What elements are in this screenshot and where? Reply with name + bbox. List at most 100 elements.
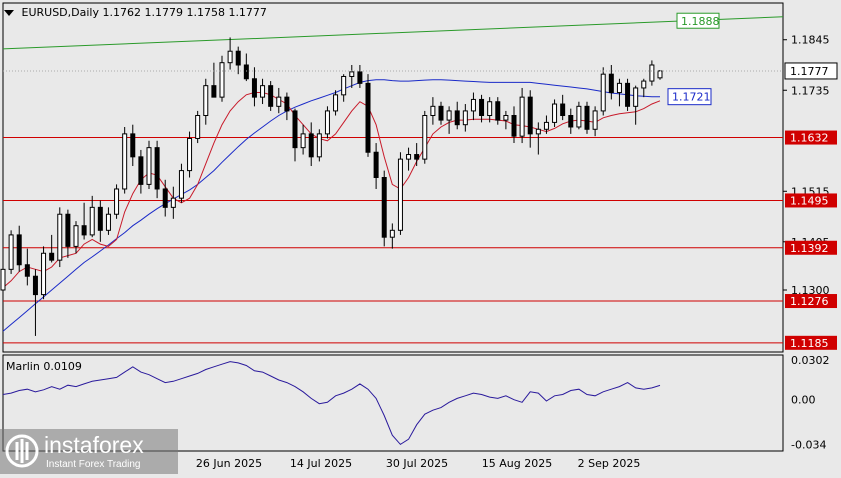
candle-body: [138, 156, 144, 185]
candle-body: [487, 101, 493, 117]
y-tick-label: 1.1300: [791, 284, 830, 297]
candle-body: [503, 115, 509, 121]
candle-body: [195, 115, 201, 139]
x-tick-label: 14 Jul 2025: [290, 457, 352, 470]
candle-body: [211, 85, 217, 98]
level-price-label: 1.1392: [790, 242, 829, 255]
candle-body: [333, 94, 339, 112]
candle-body: [219, 62, 225, 98]
candle-body: [154, 147, 160, 190]
candle-body: [470, 98, 476, 112]
candle-body: [284, 96, 290, 112]
x-tick-label: 30 Jul 2025: [386, 457, 448, 470]
candle-body: [527, 96, 533, 135]
candle-body: [8, 234, 14, 270]
ma-price-tag: [667, 88, 712, 106]
current-price-tag: [784, 62, 838, 80]
current-price-label: 1.1777: [790, 65, 829, 78]
candle-body: [300, 133, 306, 149]
candle-body: [162, 188, 168, 208]
candle-body: [600, 73, 606, 112]
candle-body: [341, 75, 347, 96]
candle-body: [65, 213, 71, 247]
candle-body: [97, 206, 103, 231]
candle-body: [535, 128, 541, 135]
candle-body: [641, 80, 647, 89]
candle-body: [357, 71, 363, 84]
candle-body: [81, 225, 87, 236]
candle-body: [49, 252, 55, 261]
main-panel-frame: [2, 2, 784, 353]
trendline-price-label: 1.1888: [681, 15, 720, 28]
candle-body: [16, 234, 22, 266]
candle-body: [308, 133, 314, 158]
chart-title: EURUSD,Daily 1.1762 1.1779 1.1758 1.1777: [4, 6, 267, 19]
candle-body: [454, 110, 460, 126]
candle-body: [292, 110, 298, 149]
slow-moving-average-line: [2, 79, 660, 332]
dropdown-arrow-icon[interactable]: [4, 10, 14, 16]
candle-body: [389, 229, 395, 238]
candle-body: [178, 170, 184, 199]
candle-body: [251, 78, 257, 98]
logo-name: instaforex: [44, 432, 144, 458]
candle-body: [422, 115, 428, 160]
x-tick-label: 26 Jun 2025: [196, 457, 262, 470]
candle-body: [324, 110, 330, 135]
level-price-tag: [785, 130, 837, 145]
marlin-oscillator-line: [2, 361, 661, 446]
candle-body: [73, 225, 79, 247]
candle-body: [114, 188, 120, 215]
candle-body: [235, 50, 241, 66]
oscillator-y-tick-label: 0.0302: [791, 354, 830, 367]
candle-body: [543, 121, 549, 130]
candle-body: [276, 96, 282, 107]
candle-body: [430, 105, 436, 117]
candle-body: [268, 85, 274, 107]
candle-body: [406, 154, 412, 160]
candle-body: [130, 133, 136, 158]
candle-body: [625, 82, 631, 107]
candle-body: [552, 103, 558, 123]
oscillator-title: Marlin 0.0109: [6, 360, 82, 373]
candle-body: [349, 71, 355, 77]
level-price-label: 1.1495: [790, 194, 829, 207]
candle-body: [657, 70, 663, 79]
level-price-label: 1.1185: [790, 337, 829, 350]
trendline-price-tag: [676, 12, 720, 29]
candle-body: [122, 133, 128, 190]
candle-body: [438, 105, 444, 121]
candle-body: [187, 137, 193, 172]
candle-body: [41, 252, 47, 296]
x-tick-label: 2 Sep 2025: [578, 457, 641, 470]
candle-body: [608, 73, 614, 94]
candle-body: [446, 110, 452, 121]
candle-body: [592, 110, 598, 130]
oscillator-y-tick-label: 0.00: [791, 394, 816, 407]
level-price-label: 1.1276: [790, 295, 829, 308]
instaforex-logo-icon: [5, 434, 39, 468]
logo-tagline: Instant Forex Trading: [46, 459, 141, 470]
level-price-label: 1.1632: [790, 132, 829, 145]
green-trendline: [2, 16, 784, 50]
candle-body: [203, 85, 209, 117]
x-tick-label: 15 Aug 2025: [482, 457, 552, 470]
candle-body: [260, 85, 266, 98]
candle-body: [633, 87, 639, 107]
candle-body: [576, 105, 582, 128]
candle-body: [649, 64, 655, 82]
candle-body: [462, 110, 468, 126]
candle-body: [57, 213, 63, 261]
candle-body: [146, 147, 152, 185]
oscillator-y-tick-label: -0.034: [791, 438, 826, 451]
candle-body: [519, 96, 525, 137]
symbol-label: EURUSD,Daily: [21, 6, 99, 19]
candle-body: [373, 151, 379, 179]
y-tick-label: 1.1845: [791, 34, 830, 47]
candle-body: [479, 98, 485, 117]
candle-body: [243, 64, 249, 80]
candle-body: [495, 101, 501, 121]
candle-body: [316, 133, 322, 158]
instaforex-logo: instaforex Instant Forex Trading: [0, 429, 178, 474]
candle-body: [227, 50, 233, 64]
